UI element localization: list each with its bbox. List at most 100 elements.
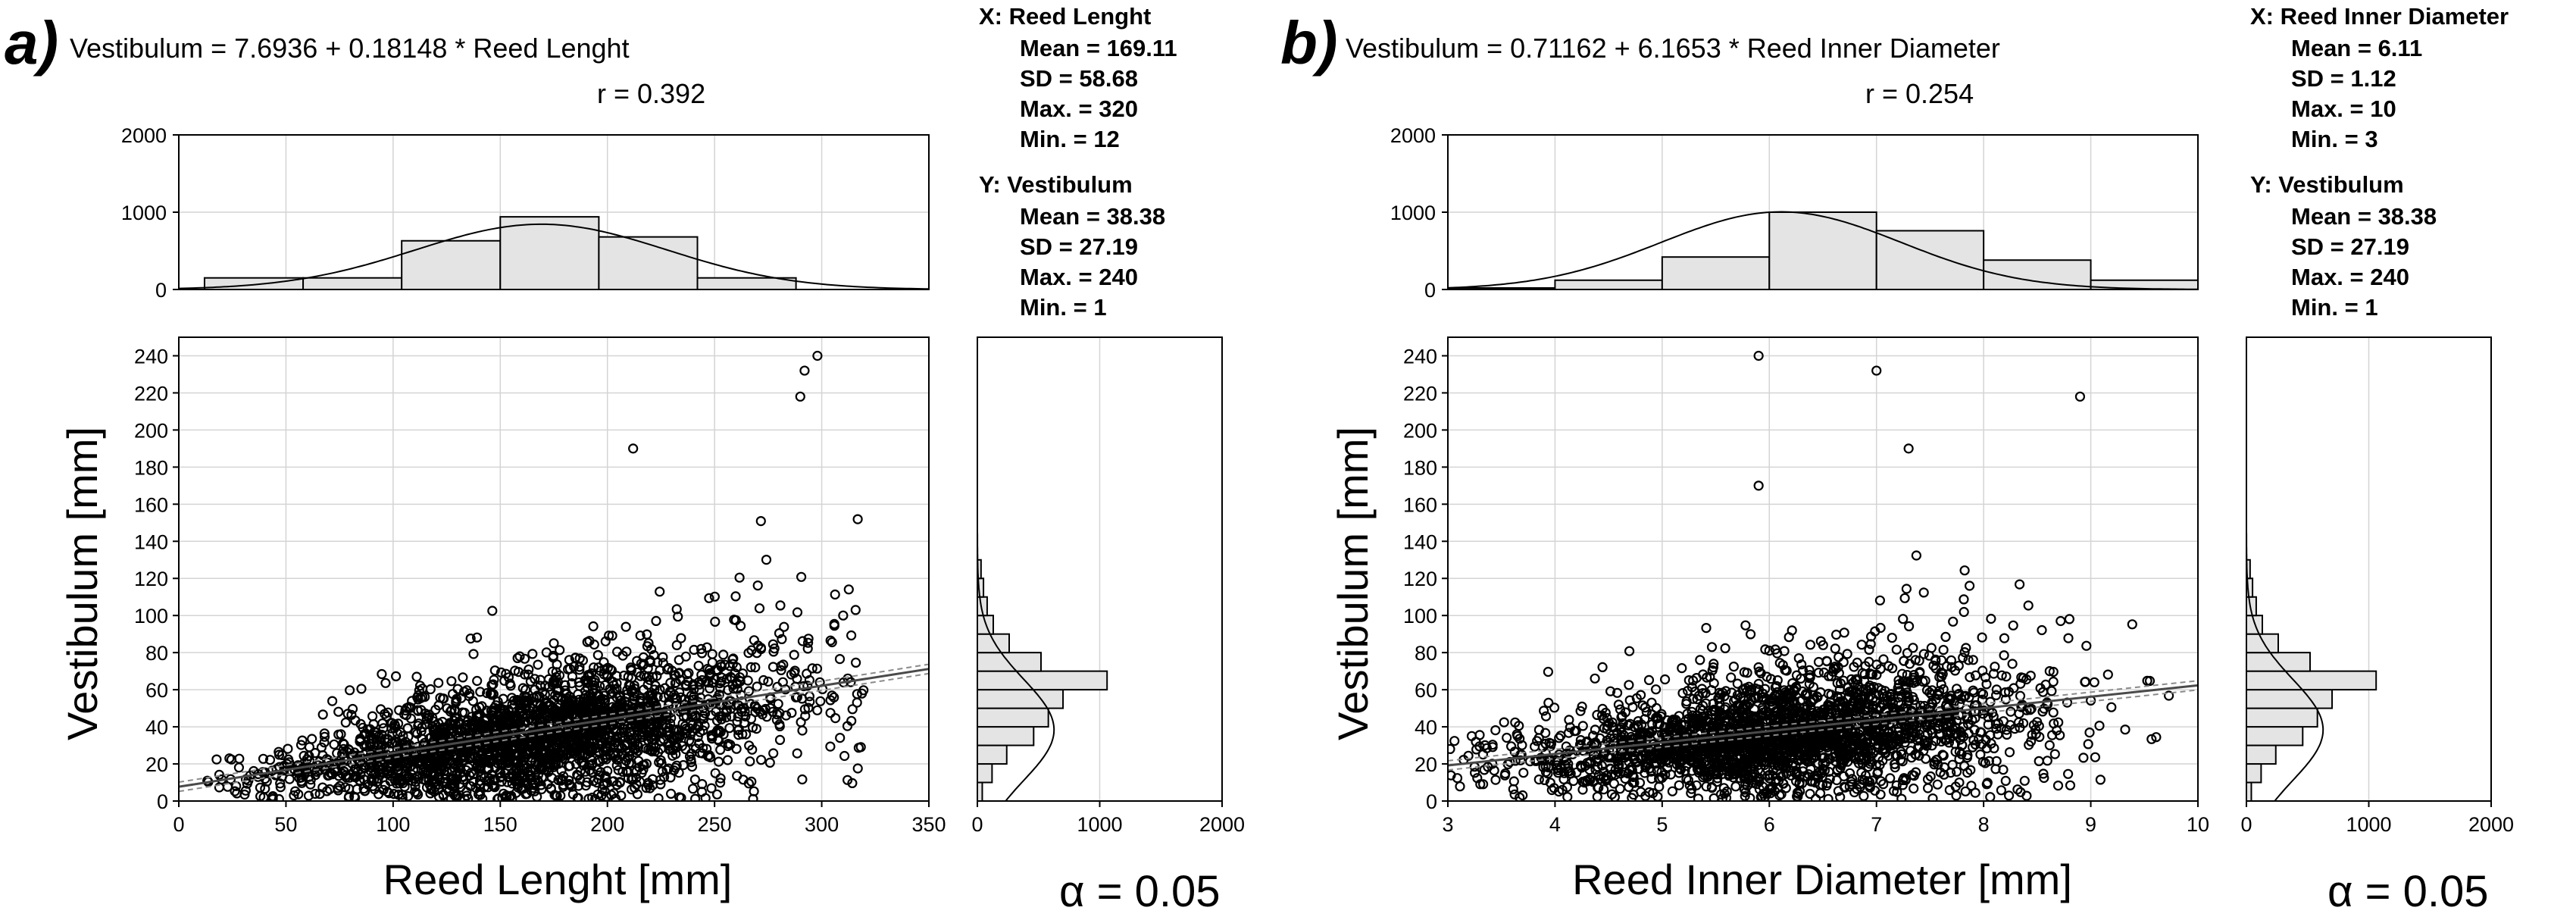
data-point (1820, 758, 1830, 768)
data-point (543, 766, 554, 778)
data-point (1779, 646, 1790, 656)
y-tick-label: 60 (1415, 679, 1437, 702)
right-hist-bar (977, 726, 1035, 746)
data-point (1893, 723, 1904, 734)
data-point (792, 748, 802, 759)
data-point (585, 746, 596, 756)
data-point (520, 737, 530, 747)
scatter-points (202, 350, 869, 801)
data-point (542, 779, 553, 790)
data-point (1940, 631, 1951, 643)
data-point (572, 793, 583, 801)
data-point (1712, 777, 1722, 787)
data-point (582, 777, 592, 787)
data-point (745, 756, 755, 767)
data-point (1947, 759, 1958, 770)
data-point (568, 748, 579, 759)
data-point (1508, 776, 1519, 787)
data-point (797, 774, 808, 785)
data-point (2080, 677, 2090, 687)
stats-y-min-a: Min. = 1 (1020, 294, 1107, 321)
y-axis-title-a: Vestibulum [mm] (58, 427, 106, 740)
data-point (1466, 731, 1477, 741)
data-point (1902, 647, 1913, 659)
data-point (776, 665, 786, 676)
stats-x-min-a: Min. = 12 (1020, 126, 1120, 152)
data-point (317, 709, 328, 720)
data-point (2090, 752, 2100, 762)
data-point (716, 672, 727, 683)
data-point (1607, 717, 1618, 728)
data-point (514, 651, 525, 662)
regression-equation-b: Vestibulum = 0.71162 + 6.1653 * Reed Inn… (1346, 33, 2000, 64)
data-point (635, 698, 646, 709)
data-point (1682, 709, 1693, 719)
data-point (489, 782, 500, 793)
data-point (511, 764, 522, 774)
data-point (792, 607, 803, 618)
data-point (332, 748, 342, 759)
data-point (334, 781, 345, 791)
y-axis-title-b: Vestibulum [mm] (1329, 427, 1377, 740)
data-point (1983, 719, 1993, 730)
data-point (1890, 762, 1900, 773)
data-point (1887, 632, 1897, 643)
stats-y-mean-a: Mean = 38.38 (1020, 203, 1165, 230)
data-point (750, 662, 761, 673)
data-point (568, 662, 580, 672)
x-tick-label: 9 (2085, 813, 2096, 836)
data-point (710, 768, 721, 778)
data-point (642, 663, 653, 674)
data-point (630, 688, 640, 699)
data-point (1918, 587, 1929, 598)
outlier-point (795, 391, 805, 402)
data-point (1512, 729, 1522, 740)
right-hist-bar (977, 763, 993, 784)
data-point (1952, 684, 1962, 694)
data-point (457, 707, 468, 718)
data-point (567, 699, 579, 710)
data-point (774, 719, 785, 730)
data-point (812, 705, 823, 715)
data-point (616, 790, 627, 801)
data-point (232, 788, 242, 799)
data-point (234, 753, 245, 764)
data-point (304, 750, 314, 762)
data-point (1717, 793, 1727, 801)
data-point (555, 645, 565, 656)
data-point (617, 697, 627, 708)
data-point (258, 753, 269, 764)
data-point (1918, 649, 1929, 659)
data-point (1772, 674, 1783, 686)
data-point (1836, 702, 1846, 713)
data-point (481, 706, 492, 716)
data-point (1724, 768, 1734, 780)
stats-y-sd-b: SD = 27.19 (2291, 233, 2409, 260)
data-point (1791, 670, 1802, 681)
data-point (560, 680, 571, 690)
data-point (730, 591, 741, 602)
outlier-point (628, 443, 639, 454)
data-point (1599, 723, 1609, 734)
data-point (495, 746, 505, 756)
data-point (417, 692, 428, 703)
data-point (664, 744, 674, 755)
data-point (1771, 681, 1782, 692)
data-point (635, 631, 646, 641)
data-point (1448, 743, 1455, 754)
data-point (501, 668, 511, 679)
top-hist-frame (1447, 134, 2199, 290)
data-point (445, 718, 455, 728)
data-point (1959, 606, 1969, 618)
data-point (1624, 646, 1635, 656)
data-point (376, 752, 386, 762)
data-point (847, 778, 858, 789)
data-point (761, 554, 772, 565)
data-point (623, 773, 634, 784)
data-point (706, 783, 717, 793)
panel-a: a) Vestibulum = 7.6936 + 0.18148 * Reed … (5, 3, 1245, 916)
data-point (856, 688, 868, 699)
correlation-r-b: r = 0.254 (1865, 78, 1974, 109)
data-point (1641, 706, 1652, 717)
data-point (647, 689, 658, 699)
